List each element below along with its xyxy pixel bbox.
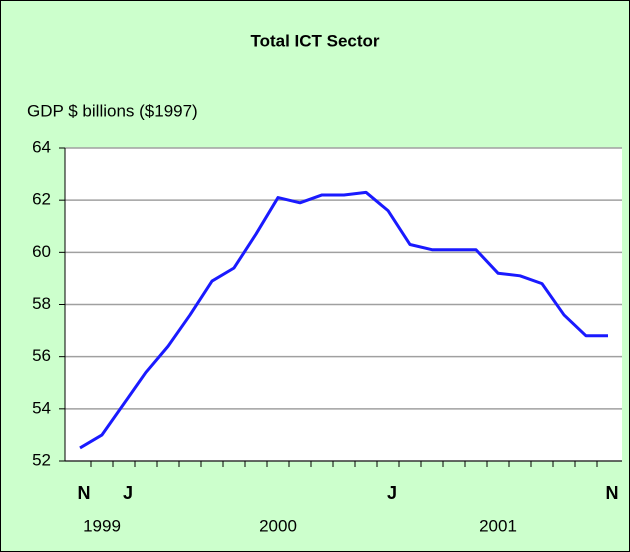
- year-label: 2000: [259, 516, 297, 535]
- y-tick-label: 62: [32, 190, 51, 209]
- y-tick-label: 56: [32, 346, 51, 365]
- chart-title: Total ICT Sector: [250, 31, 379, 50]
- y-tick-label: 60: [32, 242, 51, 261]
- year-label: 1999: [83, 516, 121, 535]
- x-tick-label: J: [123, 483, 133, 503]
- y-tick-label: 54: [32, 398, 51, 417]
- year-label: 2001: [479, 516, 517, 535]
- line: [79, 190, 608, 450]
- y-axis-label: GDP $ billions ($1997): [27, 101, 198, 120]
- x-tick-label: N: [606, 483, 619, 503]
- x-tick-label: N: [78, 483, 91, 503]
- x-tick-label: J: [387, 483, 397, 503]
- y-tick-label: 64: [32, 137, 51, 156]
- y-tick-label: 52: [32, 450, 51, 469]
- y-tick-label: 58: [32, 294, 51, 313]
